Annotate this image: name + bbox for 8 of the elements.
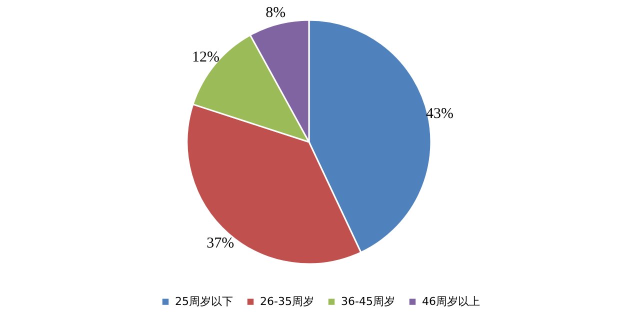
legend-label: 25周岁以下 (175, 294, 233, 308)
data-label: 37% (206, 236, 234, 252)
data-label: 12% (192, 50, 220, 66)
legend-label: 36-45周岁 (341, 294, 395, 308)
legend-label: 46周岁以上 (422, 294, 480, 308)
legend-label: 26-35周岁 (260, 294, 314, 308)
data-label: 43% (426, 106, 454, 122)
data-label: 8% (266, 5, 286, 22)
